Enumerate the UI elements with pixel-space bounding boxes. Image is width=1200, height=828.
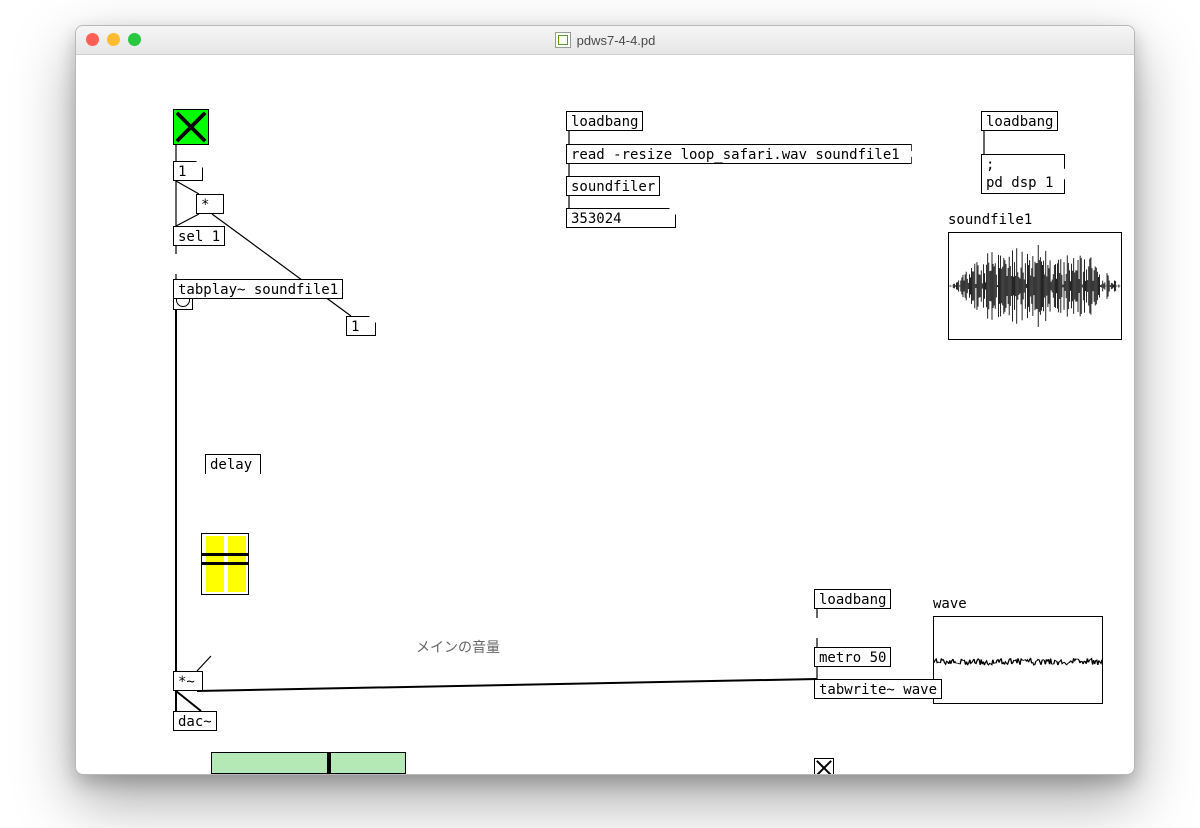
play-toggle[interactable] (173, 109, 209, 145)
traffic-lights (86, 33, 141, 46)
vu-meter[interactable] (201, 533, 249, 595)
number-value: 1 (178, 164, 186, 180)
dsp-on-message[interactable]: ; pd dsp 1 (981, 154, 1065, 194)
minimize-icon[interactable] (107, 33, 120, 46)
delay-label-box[interactable]: delay (205, 454, 261, 474)
metro-object[interactable]: metro 50 (814, 647, 891, 667)
zoom-icon[interactable] (128, 33, 141, 46)
loadbang-object-2[interactable]: loadbang (981, 111, 1058, 131)
pd-patch-window[interactable]: pdws7-4-4.pd 1 * sel 1 tabplay~ soundfil… (75, 25, 1135, 775)
window-title-text: pdws7-4-4.pd (577, 33, 656, 48)
waveform-icon (949, 233, 1121, 339)
volume-slider[interactable] (211, 752, 406, 774)
wave-array[interactable] (933, 616, 1103, 704)
loadbang-object-1[interactable]: loadbang (566, 111, 643, 131)
tabplay-object[interactable]: tabplay~ soundfile1 (173, 279, 343, 299)
soundfiler-object[interactable]: soundfiler (566, 176, 660, 196)
waveform-icon (934, 617, 1102, 703)
volume-comment: メインの音量 (416, 637, 500, 657)
sel-object[interactable]: sel 1 (173, 226, 225, 246)
close-icon[interactable] (86, 33, 99, 46)
window-title: pdws7-4-4.pd (555, 32, 656, 48)
wave-label: wave (933, 596, 967, 612)
slider-knob[interactable] (327, 753, 331, 773)
metro-toggle[interactable] (814, 758, 834, 775)
titlebar[interactable]: pdws7-4-4.pd (76, 26, 1134, 55)
patch-canvas[interactable]: 1 * sel 1 tabplay~ soundfile1 1 delay メイ… (76, 54, 1134, 774)
samples-number[interactable]: 353024 (566, 208, 676, 228)
read-message[interactable]: read -resize loop_safari.wav soundfile1 (566, 144, 912, 164)
dac-object[interactable]: dac~ (173, 711, 217, 731)
multiply-object[interactable]: * (196, 194, 224, 214)
soundfile1-label: soundfile1 (948, 212, 1032, 228)
loadbang-object-3[interactable]: loadbang (814, 589, 891, 609)
number-box-1[interactable]: 1 (173, 161, 203, 181)
signal-multiply-object[interactable]: *~ (173, 671, 203, 691)
soundfile1-array[interactable] (948, 232, 1122, 340)
number-box-one[interactable]: 1 (346, 316, 376, 336)
tabwrite-object[interactable]: tabwrite~ wave (814, 679, 942, 699)
pd-file-icon (555, 32, 571, 48)
